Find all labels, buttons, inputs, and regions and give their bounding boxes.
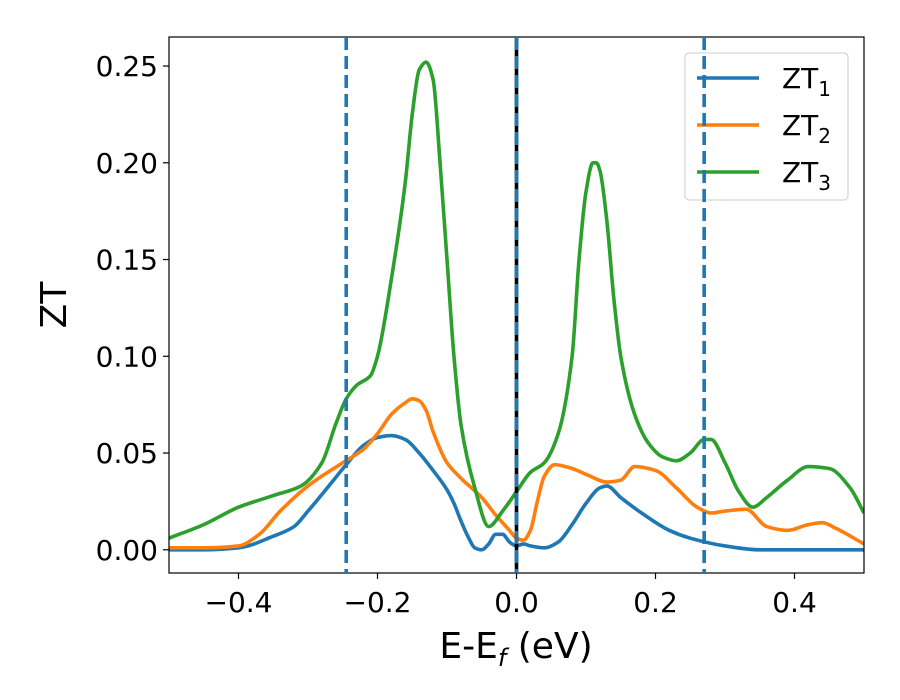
y-axis-title: ZT <box>34 281 75 329</box>
x-tick-label: 0.2 <box>633 586 678 619</box>
x-tick-label: 0.4 <box>772 586 817 619</box>
y-tick-label: 0.05 <box>96 437 158 470</box>
legend-box <box>684 52 849 201</box>
legend-entry-zt1: ZT1 <box>697 62 831 101</box>
series-line-zt3 <box>169 60 864 540</box>
y-tick-label: 0.10 <box>96 340 158 373</box>
y-tick-label: 0.25 <box>96 50 158 83</box>
legend-entry-zt3: ZT3 <box>697 156 831 195</box>
legend-label: ZT2 <box>782 109 831 148</box>
legend-label: ZT3 <box>782 156 831 195</box>
y-tick-label: 0.00 <box>96 534 158 567</box>
legend-label: ZT1 <box>782 62 831 101</box>
legend-entry-zt2: ZT2 <box>697 109 831 148</box>
x-tick-label: −0.2 <box>344 586 412 619</box>
reference-lines <box>344 37 706 573</box>
x-tick-label: −0.4 <box>205 586 273 619</box>
y-axis: 0.00 0.05 0.10 0.15 0.20 0.25 <box>96 50 169 567</box>
series-line-zt2 <box>169 397 864 550</box>
legend: ZT1 ZT2 ZT3 <box>684 52 849 201</box>
x-axis-title: E-Ef (eV) <box>439 626 592 672</box>
x-axis: −0.4 −0.2 0.0 0.2 0.4 <box>205 573 817 619</box>
y-tick-label: 0.20 <box>96 147 158 180</box>
x-tick-label: 0.0 <box>494 586 539 619</box>
y-tick-label: 0.15 <box>96 244 158 277</box>
